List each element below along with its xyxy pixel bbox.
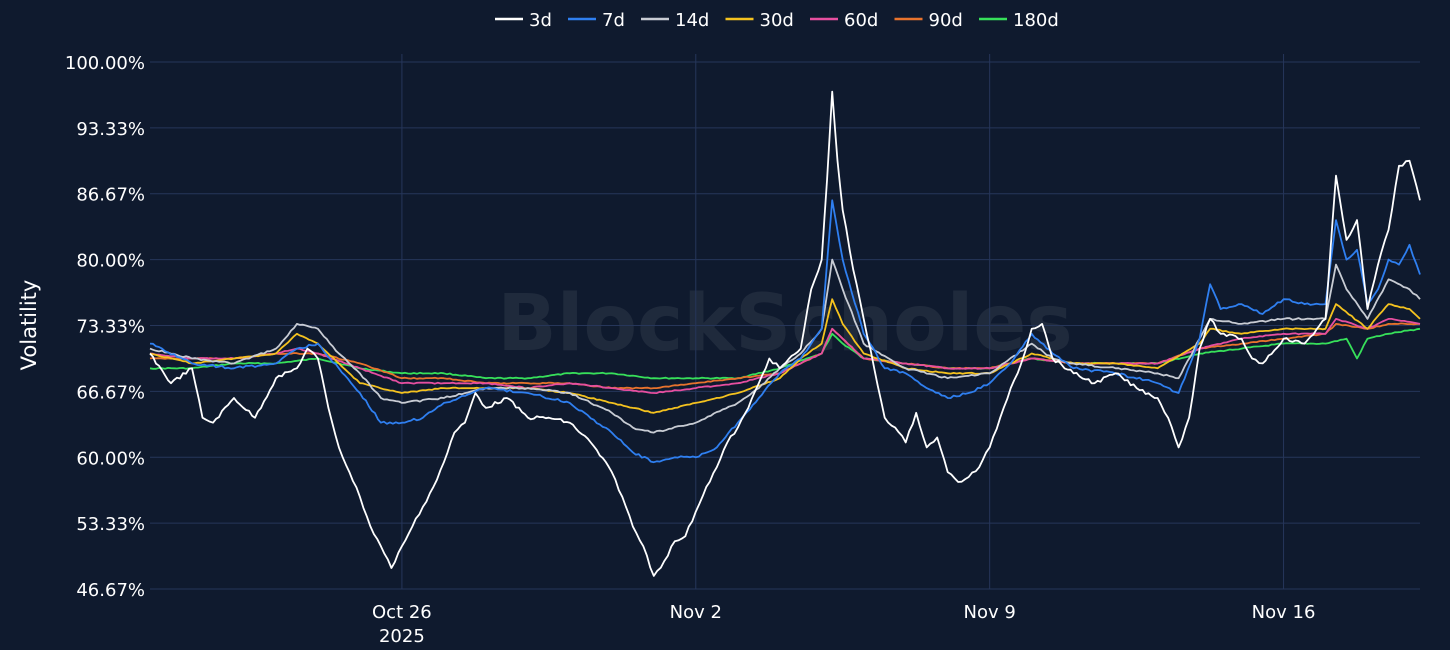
grid-lines bbox=[150, 54, 1420, 590]
legend-label-180d: 180d bbox=[1013, 10, 1059, 31]
legend: 3d 7d 14d 30d 60d 90d 180d bbox=[495, 10, 1059, 31]
legend-label-90d: 90d bbox=[929, 10, 963, 31]
y-tick-label: 53.33% bbox=[76, 514, 145, 535]
x-tick-label: Nov 16 bbox=[1252, 602, 1316, 623]
y-tick-label: 73.33% bbox=[76, 317, 145, 338]
x-tick-label: Nov 2 bbox=[670, 602, 722, 623]
y-tick-label: 60.00% bbox=[76, 448, 145, 469]
watermark-text: BlockScholes bbox=[497, 279, 1072, 369]
legend-label-14d: 14d bbox=[675, 10, 709, 31]
series-lines bbox=[149, 90, 1421, 577]
legend-label-60d: 60d bbox=[844, 10, 878, 31]
x-axis: Oct 26 2025 Nov 2 Nov 9 Nov 16 bbox=[372, 602, 1315, 647]
series-line-3d bbox=[149, 90, 1421, 577]
y-axis: 46.67% 53.33% 60.00% 66.67% 73.33% 80.00% 86.6… bbox=[65, 53, 145, 601]
y-tick-label: 46.67% bbox=[76, 580, 145, 601]
y-tick-label: 86.67% bbox=[76, 185, 145, 206]
legend-label-3d: 3d bbox=[529, 10, 552, 31]
x-tick-label: Oct 26 bbox=[372, 602, 432, 623]
x-tick-sublabel: 2025 bbox=[379, 626, 425, 647]
y-axis-label: Volatility bbox=[17, 280, 41, 371]
legend-label-30d: 30d bbox=[760, 10, 794, 31]
legend-label-7d: 7d bbox=[602, 10, 625, 31]
y-tick-label: 100.00% bbox=[65, 53, 145, 74]
y-tick-label: 80.00% bbox=[76, 251, 145, 272]
series-line-7d bbox=[149, 199, 1421, 464]
y-tick-label: 93.33% bbox=[76, 119, 145, 140]
x-tick-label: Nov 9 bbox=[964, 602, 1016, 623]
y-tick-label: 66.67% bbox=[76, 382, 145, 403]
